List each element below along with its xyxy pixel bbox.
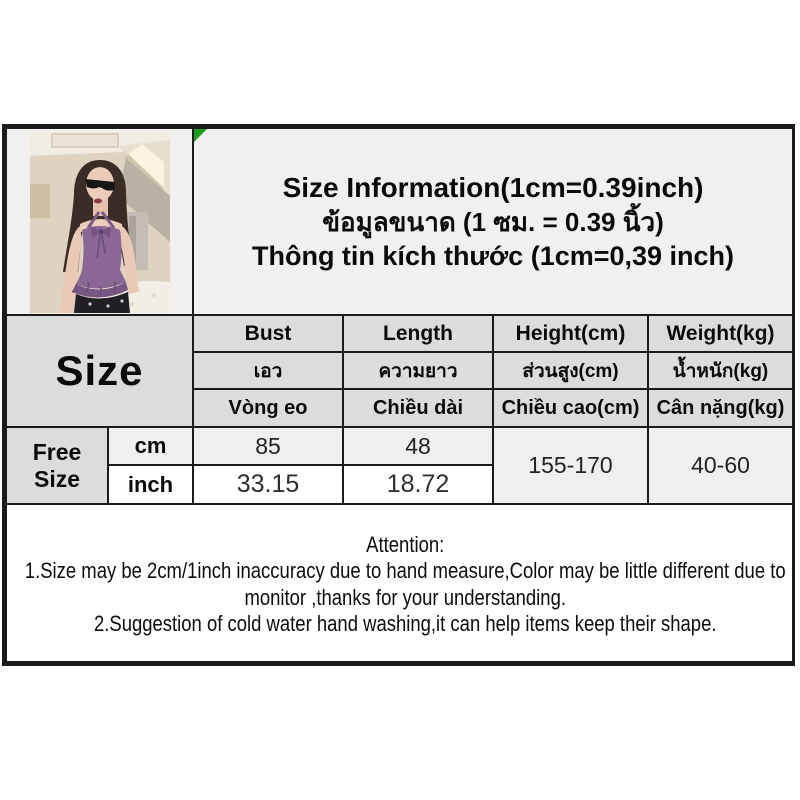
title-thai: ข้อมูลขนาด (1 ซม. = 0.39 นิ้ว) xyxy=(322,206,664,237)
size-chart-sheet: Size Information(1cm=0.39inch) ข้อมูลขนา… xyxy=(2,124,795,666)
title-english: Size Information(1cm=0.39inch) xyxy=(282,171,704,203)
col-header-weight-vi: Cân nặng(kg) xyxy=(646,388,795,428)
model-photo-cell xyxy=(5,127,194,316)
value-bust-inch: 33.15 xyxy=(192,464,344,505)
col-header-weight-th: น้ำหนัก(kg) xyxy=(646,351,795,390)
col-header-height-en: Height(cm) xyxy=(492,314,649,353)
col-header-bust-vi: Vòng eo xyxy=(192,388,344,428)
col-header-height-th: ส่วนสูง(cm) xyxy=(492,351,649,390)
col-header-height-vi: Chiều cao(cm) xyxy=(492,388,649,428)
title-cell: Size Information(1cm=0.39inch) ข้อมูลขนา… xyxy=(191,127,795,316)
value-weight-range: 40-60 xyxy=(646,426,795,505)
unit-label-cm: cm xyxy=(107,426,194,466)
corner-size-label: Size xyxy=(5,314,194,428)
title-vietnamese: Thông tin kích thước (1cm=0,39 inch) xyxy=(251,240,735,271)
unit-label-inch: inch xyxy=(107,464,194,505)
col-header-bust-th: เอว xyxy=(192,351,344,390)
size-chart-table: Size Information(1cm=0.39inch) ข้อมูลขนา… xyxy=(4,127,795,663)
col-header-bust-en: Bust xyxy=(192,314,344,353)
attention-heading: Attention: xyxy=(366,531,445,557)
value-bust-cm: 85 xyxy=(192,426,344,466)
attention-note: Attention: 1.Size may be 2cm/1inch inacc… xyxy=(8,529,791,638)
row-label-free-size: Free Size xyxy=(5,426,109,505)
model-photo xyxy=(29,132,170,313)
col-header-length-th: ความยาว xyxy=(342,351,494,390)
attention-cell: Attention: 1.Size may be 2cm/1inch inacc… xyxy=(4,503,795,663)
value-height-range: 155-170 xyxy=(492,426,649,505)
col-header-weight-en: Weight(kg) xyxy=(646,314,795,353)
col-header-length-vi: Chiều dài xyxy=(342,388,494,428)
col-header-length-en: Length xyxy=(342,314,494,353)
attention-line-1: 1.Size may be 2cm/1inch inaccuracy due t… xyxy=(24,558,786,610)
value-length-inch: 18.72 xyxy=(342,464,494,505)
excel-corner-flag-icon xyxy=(195,130,207,142)
attention-line-2: 2.Suggestion of cold water hand washing,… xyxy=(93,611,717,636)
value-length-cm: 48 xyxy=(342,426,494,466)
